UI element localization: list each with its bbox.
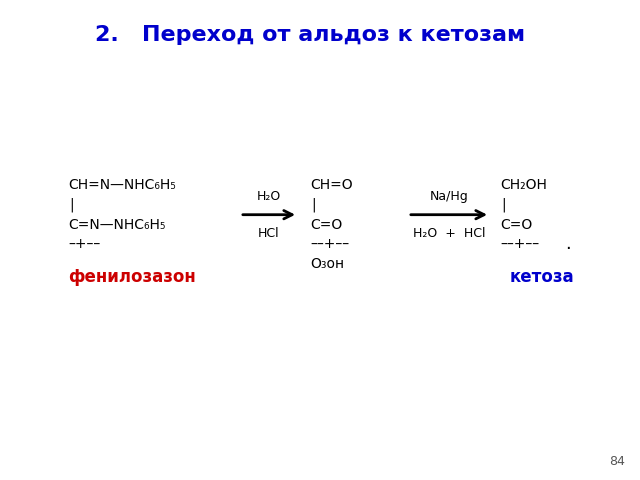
Text: 2.   Переход от альдоз к кетозам: 2. Переход от альдоз к кетозам [95,25,525,45]
Text: ––+––: ––+–– [500,238,539,252]
Text: C=N—NHC₆H₅: C=N—NHC₆H₅ [68,217,165,232]
Text: |: | [311,198,316,212]
Text: CH₂OH: CH₂OH [500,178,547,192]
Text: HCl: HCl [258,227,280,240]
Text: кетоза: кетоза [510,268,575,287]
Text: 84: 84 [609,455,625,468]
Text: |: | [501,198,506,212]
Text: Na/Hg: Na/Hg [429,190,468,203]
Text: H₂O  +  HCl: H₂O + HCl [413,227,485,240]
Text: |: | [69,198,74,212]
Text: ––+––: ––+–– [310,238,349,252]
Text: O₃он: O₃он [310,257,344,271]
Text: CH=N—NHC₆H₅: CH=N—NHC₆H₅ [68,178,176,192]
Text: –+––: –+–– [68,238,100,252]
Text: фенилозазон: фенилозазон [68,268,196,287]
Text: .: . [565,235,571,253]
Text: C=O: C=O [310,217,342,232]
Text: H₂O: H₂O [257,190,281,203]
Text: CH=O: CH=O [310,178,353,192]
Text: C=O: C=O [500,217,532,232]
